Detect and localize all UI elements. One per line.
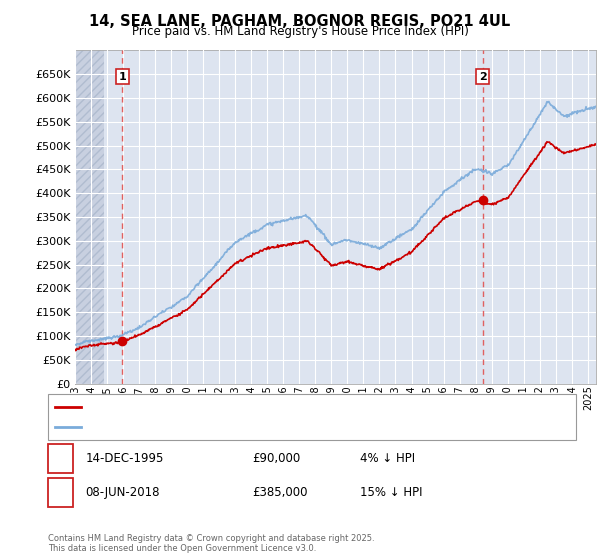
Text: 4% ↓ HPI: 4% ↓ HPI: [360, 452, 415, 465]
Bar: [75, 50, 104, 384]
Text: 14-DEC-1995: 14-DEC-1995: [85, 452, 164, 465]
Text: 15% ↓ HPI: 15% ↓ HPI: [360, 486, 422, 499]
Text: 1: 1: [56, 452, 65, 465]
Text: 2: 2: [56, 486, 65, 499]
Text: HPI: Average price, detached house, Arun: HPI: Average price, detached house, Arun: [84, 422, 292, 432]
Text: Price paid vs. HM Land Registry's House Price Index (HPI): Price paid vs. HM Land Registry's House …: [131, 25, 469, 38]
Text: 08-JUN-2018: 08-JUN-2018: [85, 486, 160, 499]
Text: 2: 2: [479, 72, 487, 82]
Text: £90,000: £90,000: [252, 452, 300, 465]
Text: 1: 1: [118, 72, 126, 82]
Text: 14, SEA LANE, PAGHAM, BOGNOR REGIS, PO21 4UL (detached house): 14, SEA LANE, PAGHAM, BOGNOR REGIS, PO21…: [84, 402, 431, 412]
Text: 14, SEA LANE, PAGHAM, BOGNOR REGIS, PO21 4UL: 14, SEA LANE, PAGHAM, BOGNOR REGIS, PO21…: [89, 14, 511, 29]
Text: £385,000: £385,000: [252, 486, 308, 499]
Text: Contains HM Land Registry data © Crown copyright and database right 2025.
This d: Contains HM Land Registry data © Crown c…: [48, 534, 374, 553]
